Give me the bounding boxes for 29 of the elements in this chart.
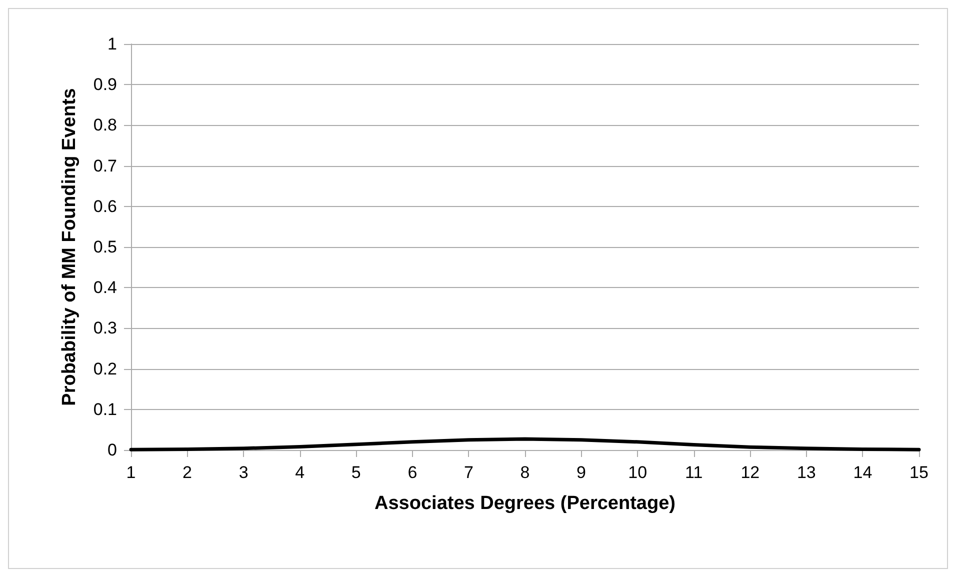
y-tick-label: 0.9: [93, 75, 117, 94]
x-tick-label: 14: [853, 463, 872, 482]
x-tick-label: 2: [182, 463, 192, 482]
x-tick-label: 12: [740, 463, 760, 482]
y-tick-label: 0.8: [93, 116, 117, 135]
x-tick-label: 1: [126, 463, 136, 482]
x-tick-label: 9: [576, 463, 586, 482]
y-axis-title: Probability of MM Founding Events: [59, 88, 80, 406]
y-tick-label: 0.3: [93, 318, 117, 338]
y-tick-label: 1: [108, 34, 117, 54]
y-tick-label: 0.7: [93, 156, 117, 176]
x-tick-label: 15: [910, 463, 928, 482]
x-tick-label: 11: [685, 463, 703, 482]
x-tick-label: 8: [520, 463, 530, 482]
x-axis-title: Associates Degrees (Percentage): [374, 493, 676, 514]
y-tick-label: 0.2: [93, 359, 117, 378]
line-series: [129, 437, 921, 452]
y-tick-label: 0.4: [93, 278, 117, 298]
x-tick-label: 10: [628, 463, 648, 482]
x-tick-label: 7: [464, 463, 474, 482]
x-tick-label: 6: [408, 463, 418, 482]
y-tick-label: 0.5: [93, 238, 117, 256]
y-tick-label: 0: [108, 440, 117, 460]
x-tick-label: 13: [796, 463, 816, 482]
x-tick-label: 4: [295, 463, 305, 482]
y-tick-label: 0.6: [93, 196, 117, 216]
x-tick-label: 5: [351, 463, 361, 482]
x-tick-label: 3: [238, 463, 248, 482]
y-tick-label: 0.1: [93, 400, 117, 419]
